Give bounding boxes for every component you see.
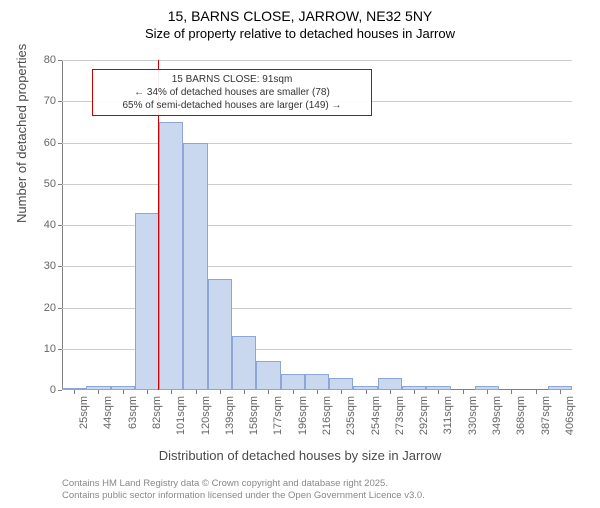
histogram-bar bbox=[281, 374, 305, 391]
histogram-bar bbox=[159, 122, 183, 390]
histogram-bar bbox=[183, 143, 207, 391]
gridline bbox=[62, 60, 572, 61]
ytick-label: 20 bbox=[44, 302, 56, 314]
xtick-label: 101sqm bbox=[175, 396, 187, 435]
histogram-bar bbox=[378, 378, 402, 390]
histogram-bar bbox=[208, 279, 232, 390]
xtick-mark bbox=[293, 390, 294, 394]
ytick-mark bbox=[58, 143, 62, 144]
xtick-label: 254sqm bbox=[370, 396, 382, 435]
xtick-mark bbox=[536, 390, 537, 394]
xtick-mark bbox=[171, 390, 172, 394]
xtick-mark bbox=[511, 390, 512, 394]
xtick-label: 235sqm bbox=[345, 396, 357, 435]
xtick-mark bbox=[438, 390, 439, 394]
annotation-line1: 15 BARNS CLOSE: 91sqm bbox=[99, 73, 365, 86]
xtick-label: 63sqm bbox=[127, 396, 139, 429]
histogram-bar bbox=[232, 336, 256, 390]
footer-attribution: Contains HM Land Registry data © Crown c… bbox=[62, 478, 425, 502]
footer-line2: Contains public sector information licen… bbox=[62, 490, 425, 502]
xtick-mark bbox=[560, 390, 561, 394]
histogram-bar bbox=[329, 378, 353, 390]
annotation-line2: ← 34% of detached houses are smaller (78… bbox=[99, 86, 365, 99]
xtick-mark bbox=[317, 390, 318, 394]
histogram-bar bbox=[135, 213, 159, 390]
xtick-label: 368sqm bbox=[515, 396, 527, 435]
xtick-label: 158sqm bbox=[248, 396, 260, 435]
ytick-label: 80 bbox=[44, 54, 56, 66]
ytick-mark bbox=[58, 184, 62, 185]
xtick-label: 387sqm bbox=[540, 396, 552, 435]
xtick-label: 82sqm bbox=[151, 396, 163, 429]
xtick-mark bbox=[123, 390, 124, 394]
xtick-label: 120sqm bbox=[200, 396, 212, 435]
xtick-label: 196sqm bbox=[297, 396, 309, 435]
ytick-mark bbox=[58, 225, 62, 226]
gridline bbox=[62, 184, 572, 185]
xtick-mark bbox=[220, 390, 221, 394]
x-axis-label: Distribution of detached houses by size … bbox=[0, 448, 600, 463]
xtick-mark bbox=[390, 390, 391, 394]
chart-plot-area: 0102030405060708025sqm44sqm63sqm82sqm101… bbox=[62, 60, 572, 390]
xtick-label: 44sqm bbox=[102, 396, 114, 429]
xtick-label: 349sqm bbox=[491, 396, 503, 435]
ytick-mark bbox=[58, 349, 62, 350]
footer-line1: Contains HM Land Registry data © Crown c… bbox=[62, 478, 425, 490]
xtick-mark bbox=[98, 390, 99, 394]
ytick-label: 40 bbox=[44, 219, 56, 231]
ytick-mark bbox=[58, 390, 62, 391]
xtick-label: 292sqm bbox=[418, 396, 430, 435]
ytick-label: 0 bbox=[50, 384, 56, 396]
xtick-mark bbox=[366, 390, 367, 394]
xtick-mark bbox=[268, 390, 269, 394]
gridline bbox=[62, 143, 572, 144]
ytick-label: 10 bbox=[44, 343, 56, 355]
annotation-callout: 15 BARNS CLOSE: 91sqm ← 34% of detached … bbox=[92, 69, 372, 116]
ytick-label: 30 bbox=[44, 260, 56, 272]
chart-title-sub: Size of property relative to detached ho… bbox=[0, 26, 600, 41]
xtick-label: 25sqm bbox=[78, 396, 90, 429]
xtick-mark bbox=[414, 390, 415, 394]
y-axis-label: Number of detached properties bbox=[14, 44, 29, 223]
ytick-label: 50 bbox=[44, 178, 56, 190]
xtick-label: 311sqm bbox=[442, 396, 454, 434]
ytick-mark bbox=[58, 101, 62, 102]
ytick-mark bbox=[58, 308, 62, 309]
xtick-label: 406sqm bbox=[564, 396, 576, 435]
xtick-label: 216sqm bbox=[321, 396, 333, 435]
xtick-mark bbox=[487, 390, 488, 394]
xtick-mark bbox=[341, 390, 342, 394]
xtick-mark bbox=[147, 390, 148, 394]
xtick-mark bbox=[196, 390, 197, 394]
histogram-bar bbox=[256, 361, 280, 390]
xtick-label: 177sqm bbox=[272, 396, 284, 435]
xtick-mark bbox=[74, 390, 75, 394]
xtick-label: 139sqm bbox=[224, 396, 236, 435]
xtick-mark bbox=[244, 390, 245, 394]
ytick-label: 70 bbox=[44, 95, 56, 107]
xtick-label: 273sqm bbox=[394, 396, 406, 435]
annotation-line3: 65% of semi-detached houses are larger (… bbox=[99, 99, 365, 112]
xtick-label: 330sqm bbox=[467, 396, 479, 435]
chart-title-main: 15, BARNS CLOSE, JARROW, NE32 5NY bbox=[0, 8, 600, 24]
ytick-mark bbox=[58, 266, 62, 267]
ytick-label: 60 bbox=[44, 137, 56, 149]
ytick-mark bbox=[58, 60, 62, 61]
xtick-mark bbox=[463, 390, 464, 394]
histogram-bar bbox=[305, 374, 329, 391]
